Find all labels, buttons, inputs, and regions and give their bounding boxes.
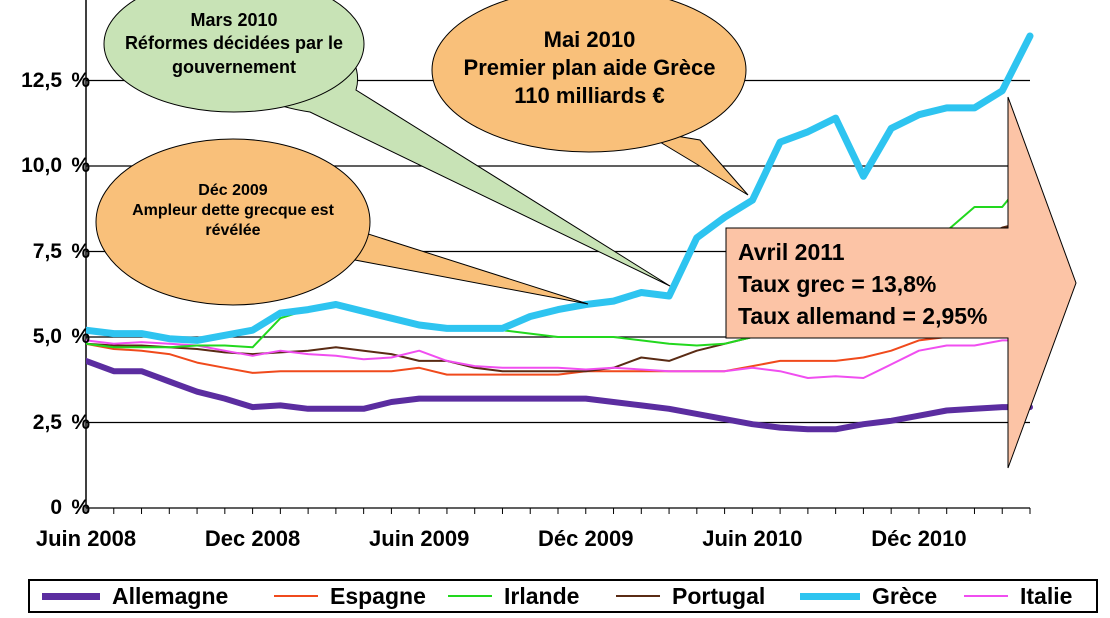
annotation-mai-2010-line2: Premier plan aide Grèce	[463, 55, 716, 80]
legend-item-portugal: Portugal	[616, 581, 765, 611]
legend-item-allemagne: Allemagne	[42, 581, 228, 611]
x-tick-label: Dec 2008	[204, 526, 301, 551]
annotation-mars-2010: Mars 2010 Réformes décidées par le gouve…	[104, 9, 364, 79]
series-line-allemagne	[86, 357, 1033, 433]
annotation-avril-2011: Avril 2011 Taux grec = 13,8% Taux allema…	[738, 236, 988, 332]
legend-item-italie: Italie	[964, 581, 1072, 611]
x-tick-label: Déc 2010	[871, 526, 967, 551]
legend-label-portugal: Portugal	[672, 582, 766, 609]
legend: Allemagne Espagne Irlande Portugal Grèce…	[28, 579, 1098, 613]
legend-label-espagne: Espagne	[330, 582, 426, 609]
series-line-grece	[86, 32, 1034, 344]
bubble-mars-2010-body	[103, 0, 365, 113]
legend-swatch-portugal	[616, 595, 660, 597]
annotation-mai-2010-line1: Mai 2010	[543, 27, 636, 52]
y-tick-label: 0%	[50, 496, 90, 519]
annotation-avril-2011-line3: Taux allemand = 2,95%	[738, 303, 988, 329]
legend-label-grece: Grèce	[872, 582, 938, 609]
annotation-mai-2010: Mai 2010 Premier plan aide Grèce 110 mil…	[432, 26, 747, 110]
legend-swatch-irlande	[448, 595, 492, 597]
annotation-dec-2009: Déc 2009 Ampleur dette grecque est révél…	[96, 181, 370, 241]
legend-item-espagne: Espagne	[274, 581, 426, 611]
annotation-dec-2009-line3: révélée	[205, 222, 261, 239]
legend-label-irlande: Irlande	[504, 582, 580, 609]
x-tick-label: Juin 2010	[702, 526, 803, 551]
annotation-dec-2009-line2: Ampleur dette grecque est	[132, 202, 334, 219]
y-tick-label: 2,5%	[32, 410, 90, 434]
arrow-avril-2011	[725, 96, 1077, 469]
annotation-mai-2010-line3: 110 milliards €	[514, 83, 665, 108]
legend-swatch-grece	[800, 592, 860, 600]
bubble-dec-2009	[95, 138, 371, 306]
annotation-mars-2010-line2: Réformes décidées par le	[124, 33, 344, 54]
legend-label-italie: Italie	[1020, 582, 1073, 609]
x-tick-label: Déc 2009	[538, 526, 634, 551]
y-tick-label: 5,0%	[32, 325, 90, 348]
x-tick-label: Juin 2008	[35, 526, 137, 551]
legend-item-grece: Grèce	[800, 581, 937, 611]
y-tick-label: 12,5%	[21, 68, 90, 92]
y-tick-label: 10,0%	[21, 154, 90, 177]
legend-swatch-italie	[964, 595, 1008, 597]
legend-swatch-espagne	[274, 595, 318, 597]
legend-item-irlande: Irlande	[448, 581, 579, 611]
x-tick-label: Juin 2009	[369, 526, 470, 551]
legend-swatch-allemagne	[42, 592, 100, 600]
annotation-shapes	[95, 0, 1077, 469]
annotation-avril-2011-line2: Taux grec = 13,8%	[738, 271, 937, 297]
annotation-avril-2011-line1: Avril 2011	[738, 239, 845, 265]
series-line-espagne	[86, 336, 1031, 376]
bubble-dec-2009-tail	[339, 224, 589, 305]
bubble-mai-2010	[431, 0, 747, 153]
annotation-mars-2010-line1: Mars 2010	[190, 10, 278, 30]
series-line-italie	[86, 339, 1031, 379]
legend-label-allemagne: Allemagne	[112, 582, 229, 609]
y-tick-label: 7,5%	[32, 239, 90, 263]
annotation-dec-2009-line1: Déc 2009	[198, 182, 268, 199]
annotation-mars-2010-line3: gouvernement	[171, 56, 297, 77]
